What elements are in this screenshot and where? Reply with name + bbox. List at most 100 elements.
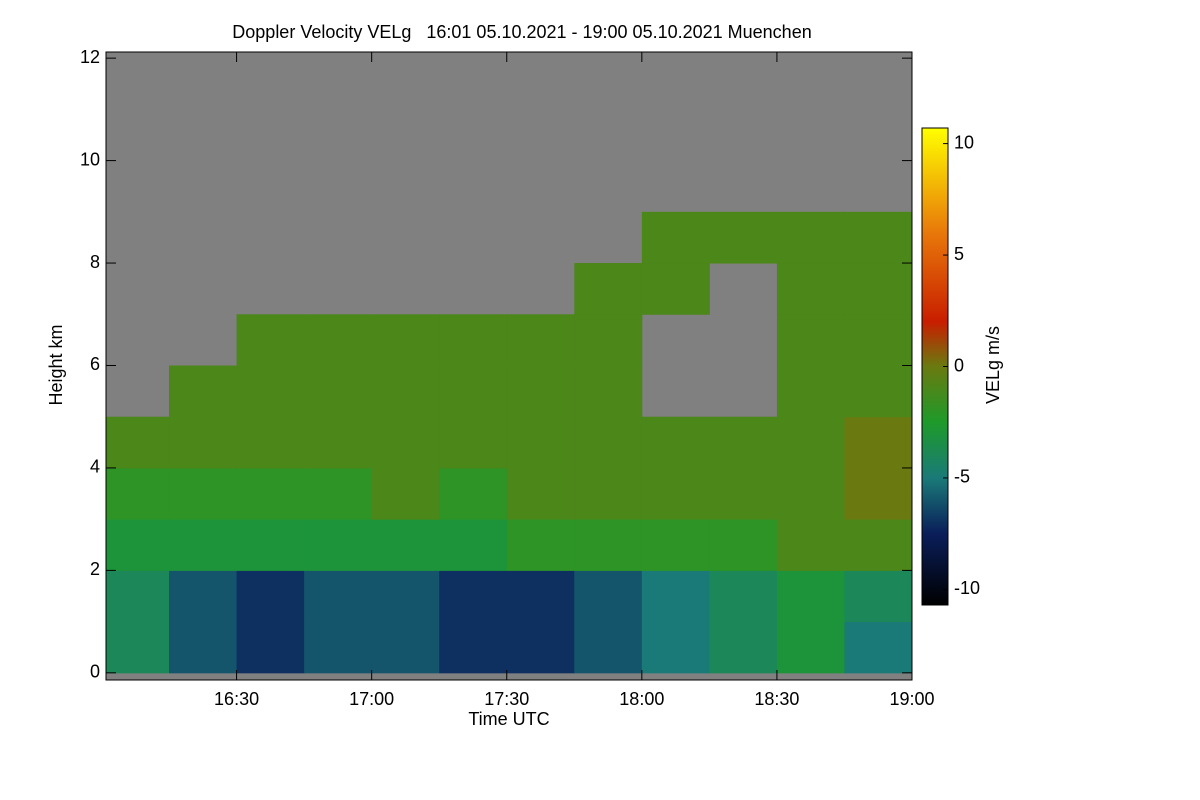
heatmap-cell: [439, 365, 508, 418]
heatmap-cell: [371, 519, 440, 571]
heatmap-cell: [641, 467, 710, 520]
heatmap-cell: [574, 263, 643, 315]
heatmap-cell: [709, 519, 778, 571]
heatmap-cell: [236, 365, 305, 418]
heatmap-cell: [304, 621, 373, 674]
colorbar-tick-label: -5: [954, 467, 970, 487]
heatmap-cell: [844, 365, 913, 418]
heatmap-cell: [776, 570, 845, 623]
heatmap-cell: [371, 621, 440, 674]
heatmap-cell: [236, 519, 305, 571]
heatmap-cell: [169, 570, 238, 623]
heatmap-cell: [709, 416, 778, 469]
heatmap-cell: [506, 365, 575, 418]
heatmap-cell: [574, 314, 643, 366]
heatmap-cell: [844, 263, 913, 315]
heatmap-cell: [844, 314, 913, 366]
heatmap-cell: [169, 467, 238, 520]
heatmap-cell: [371, 467, 440, 520]
heatmap-cell: [106, 416, 170, 469]
heatmap-cell: [574, 467, 643, 520]
heatmap-cell: [371, 570, 440, 623]
heatmap-cell: [844, 416, 913, 469]
chart-title: Doppler Velocity VELg 16:01 05.10.2021 -…: [232, 22, 811, 42]
y-tick-label: 10: [80, 149, 100, 169]
y-tick-label: 6: [90, 354, 100, 374]
y-tick-label: 8: [90, 252, 100, 272]
heatmap-cell: [439, 416, 508, 469]
heatmap-cell: [304, 467, 373, 520]
colorbar-tick-label: -10: [954, 578, 980, 598]
colorbar-label: VELg m/s: [983, 326, 1003, 404]
heatmap-cell: [506, 621, 575, 674]
heatmap-cell: [709, 570, 778, 623]
y-tick-label: 4: [90, 457, 100, 477]
heatmap-cell: [236, 314, 305, 366]
heatmap-cell: [641, 519, 710, 571]
heatmap-cell: [844, 621, 913, 674]
heatmap-cell: [641, 263, 710, 315]
heatmap-cell: [236, 621, 305, 674]
heatmap-cell: [574, 416, 643, 469]
colorbar-tick-label: 0: [954, 355, 964, 375]
heatmap-cell: [641, 416, 710, 469]
x-tick-label: 16:30: [214, 689, 259, 709]
heatmap-cell: [776, 416, 845, 469]
x-axis-label: Time UTC: [468, 709, 549, 729]
heatmap-cell: [709, 621, 778, 674]
heatmap-cell: [641, 211, 710, 264]
heatmap-cell: [776, 365, 845, 418]
heatmap-cell: [776, 621, 845, 674]
heatmap-cell: [844, 211, 913, 264]
heatmap-cell: [506, 570, 575, 623]
heatmap-cell: [371, 416, 440, 469]
heatmap-cell: [506, 519, 575, 571]
heatmap-cell: [304, 416, 373, 469]
heatmap-cell: [776, 263, 845, 315]
heatmap-cell: [641, 570, 710, 623]
heatmap-cell: [776, 467, 845, 520]
heatmap-cell: [574, 570, 643, 623]
heatmap-cell: [439, 519, 508, 571]
heatmap-cell: [106, 621, 170, 674]
heatmap-cell: [236, 570, 305, 623]
x-tick-label: 17:30: [484, 689, 529, 709]
heatmap-cell: [506, 467, 575, 520]
heatmap-cell: [169, 416, 238, 469]
heatmap-cell: [709, 467, 778, 520]
y-tick-label: 12: [80, 47, 100, 67]
y-tick-label: 0: [90, 662, 100, 682]
x-tick-label: 19:00: [889, 689, 934, 709]
plot-frame: [105, 51, 913, 681]
heatmap-cell: [371, 365, 440, 418]
x-tick-label: 18:30: [754, 689, 799, 709]
heatmap-cell: [439, 570, 508, 623]
heatmap-cell: [439, 314, 508, 366]
heatmap-cell: [439, 621, 508, 674]
heatmap-cell: [106, 570, 170, 623]
heatmap-cell: [574, 621, 643, 674]
heatmap-cell: [574, 365, 643, 418]
heatmap-cell: [169, 519, 238, 571]
heatmap-cell: [641, 621, 710, 674]
heatmap-cell: [236, 416, 305, 469]
heatmap-cell: [371, 314, 440, 366]
heatmap-cell: [304, 519, 373, 571]
y-tick-label: 2: [90, 559, 100, 579]
heatmap-cell: [304, 365, 373, 418]
heatmap-cell: [169, 365, 238, 418]
heatmap-cell: [439, 467, 508, 520]
heatmap-cell: [304, 314, 373, 366]
heatmap-cell: [709, 211, 778, 264]
heatmap-cell: [776, 211, 845, 264]
heatmap-cell: [844, 570, 913, 623]
x-tick-label: 18:00: [619, 689, 664, 709]
y-axis-label: Height km: [46, 324, 66, 405]
heatmap-cell: [169, 621, 238, 674]
heatmap-cell: [776, 519, 845, 571]
heatmap-cell: [574, 519, 643, 571]
heatmap-cell: [776, 314, 845, 366]
heatmap-cell: [236, 467, 305, 520]
heatmap-cell: [506, 416, 575, 469]
